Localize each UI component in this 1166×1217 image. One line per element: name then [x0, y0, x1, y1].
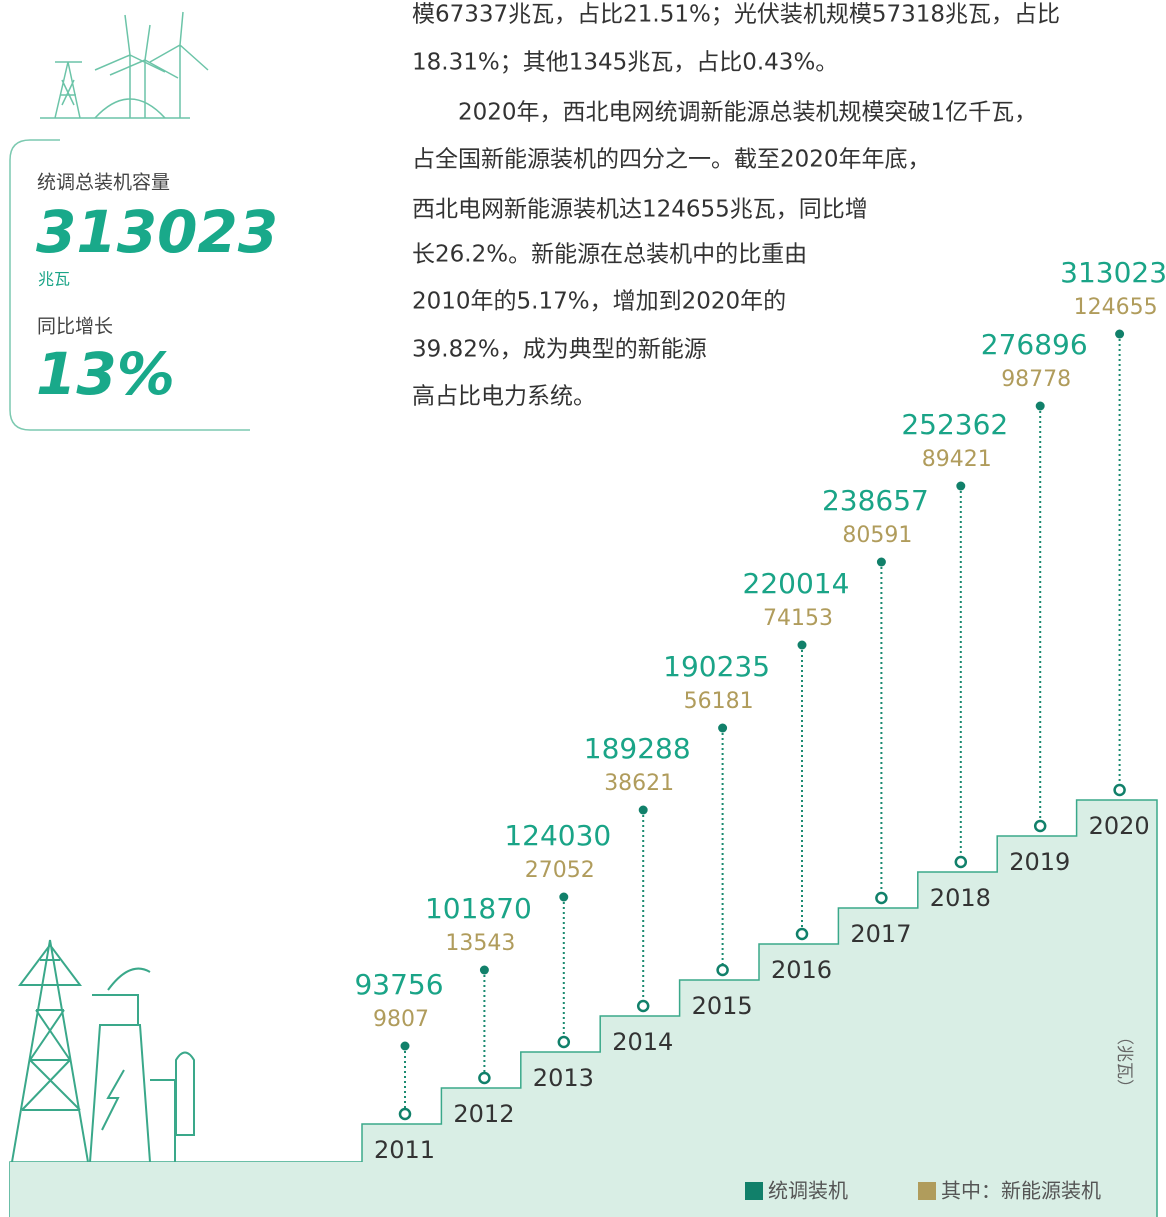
new-energy-label: 89421 — [922, 447, 992, 472]
total-label: 252362 — [901, 408, 1008, 441]
paragraph-line: 模67337兆瓦，占比21.51%；光伏装机规模57318兆瓦，占比 — [412, 2, 1060, 28]
capacity-label: 统调总装机容量 — [37, 172, 170, 194]
unit-label: （兆瓦） — [1114, 1028, 1134, 1096]
year-label: 2015 — [692, 992, 753, 1020]
paragraph-line: 2020年，西北电网统调新能源总装机规模突破1亿千瓦， — [458, 100, 1037, 126]
new-energy-label: 38621 — [604, 771, 674, 796]
paragraph-line: 2010年的5.17%，增加到2020年的 — [412, 289, 786, 315]
new-energy-point — [1115, 330, 1124, 339]
capacity-value: 313023 — [36, 198, 278, 266]
new-energy-label: 80591 — [842, 523, 912, 548]
total-label: 313023 — [1060, 256, 1166, 289]
year-label: 2019 — [1009, 848, 1070, 876]
legend-label: 其中：新能源装机 — [941, 1179, 1101, 1203]
power-icon — [12, 940, 194, 1162]
year-label: 2016 — [771, 956, 832, 984]
total-label: 124030 — [504, 819, 611, 852]
new-energy-label: 56181 — [684, 689, 754, 714]
total-point — [638, 1001, 648, 1011]
paragraph-line: 39.82%，成为典型的新能源 — [412, 337, 707, 363]
capacity-unit: 兆瓦 — [38, 270, 70, 289]
total-label: 190235 — [663, 650, 770, 683]
new-energy-point — [1036, 402, 1045, 411]
year-label: 2012 — [453, 1100, 514, 1128]
new-energy-point — [956, 482, 965, 491]
new-energy-label: 124655 — [1074, 295, 1158, 320]
new-energy-label: 27052 — [525, 858, 595, 883]
total-label: 276896 — [981, 328, 1088, 361]
total-point — [956, 857, 966, 867]
paragraph-line: 18.31%；其他1345兆瓦，占比0.43%。 — [412, 50, 838, 76]
total-label: 220014 — [743, 567, 850, 600]
new-energy-point — [480, 966, 489, 975]
new-energy-point — [401, 1042, 410, 1051]
year-label: 2011 — [374, 1136, 435, 1164]
total-label: 189288 — [584, 732, 691, 765]
year-label: 2018 — [930, 884, 991, 912]
new-energy-point — [877, 558, 886, 567]
total-point — [479, 1073, 489, 1083]
legend-swatch — [918, 1182, 936, 1200]
growth-label: 同比增长 — [37, 316, 113, 338]
total-label: 238657 — [822, 484, 929, 517]
year-label: 2020 — [1089, 812, 1150, 840]
year-label: 2013 — [533, 1064, 594, 1092]
new-energy-point — [639, 806, 648, 815]
wind-icon — [40, 12, 208, 118]
total-point — [718, 965, 728, 975]
new-energy-point — [718, 724, 727, 733]
paragraph-line: 长26.2%。新能源在总装机中的比重由 — [412, 242, 807, 268]
new-energy-label: 98778 — [1001, 367, 1071, 392]
total-point — [876, 893, 886, 903]
new-energy-point — [798, 641, 807, 650]
paragraph-line: 高占比电力系统。 — [412, 384, 596, 410]
new-energy-label: 9807 — [373, 1007, 429, 1032]
total-point — [1115, 785, 1125, 795]
total-point — [797, 929, 807, 939]
legend-swatch — [745, 1182, 763, 1200]
total-point — [559, 1037, 569, 1047]
new-energy-point — [559, 893, 568, 902]
total-label: 93756 — [354, 968, 443, 1001]
total-point — [400, 1109, 410, 1119]
legend-label: 统调装机 — [768, 1179, 848, 1203]
new-energy-label: 13543 — [445, 931, 515, 956]
infographic: 统调总装机容量 313023 兆瓦 同比增长 13% 2011 9807 93756… — [0, 0, 1166, 1217]
total-point — [1035, 821, 1045, 831]
total-label: 101870 — [425, 892, 532, 925]
year-label: 2017 — [850, 920, 911, 948]
paragraph-line: 占全国新能源装机的四分之一。截至2020年年底， — [412, 147, 931, 173]
year-label: 2014 — [612, 1028, 673, 1056]
growth-value: 13% — [36, 340, 175, 408]
new-energy-label: 74153 — [763, 606, 833, 631]
paragraph-line: 西北电网新能源装机达124655兆瓦，同比增 — [412, 197, 868, 223]
